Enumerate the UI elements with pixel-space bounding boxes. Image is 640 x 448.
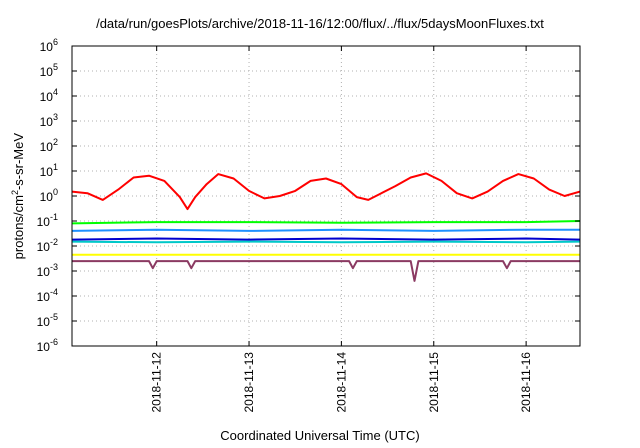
series-line xyxy=(71,172,581,211)
tick-marks xyxy=(72,45,580,347)
x-axis-label: Coordinated Universal Time (UTC) xyxy=(220,428,420,443)
series-line xyxy=(71,240,581,244)
grid-lines xyxy=(72,46,580,346)
y-tick-label: 10-2 xyxy=(36,237,58,254)
series-lines xyxy=(71,172,581,282)
series-line xyxy=(72,260,580,282)
chart-title: /data/run/goesPlots/archive/2018-11-16/1… xyxy=(96,16,544,31)
y-tick-label: 106 xyxy=(39,37,58,54)
y-tick-label: 102 xyxy=(39,137,58,154)
y-tick-label: 100 xyxy=(39,187,58,204)
y-tick-label: 104 xyxy=(39,87,58,104)
series-line xyxy=(71,237,581,241)
x-tick-label: 2018-11-15 xyxy=(427,352,441,413)
y-tick-label: 10-3 xyxy=(36,262,58,279)
x-tick-labels: 2018-11-12 2018-11-13 2018-11-14 2018-11-15… xyxy=(150,352,533,413)
y-tick-label: 10-4 xyxy=(36,287,58,304)
series-line xyxy=(71,228,580,232)
y-tick-label: 103 xyxy=(39,112,58,129)
x-tick-label: 2018-11-16 xyxy=(519,352,533,413)
y-tick-label: 10-6 xyxy=(36,337,58,354)
series-line xyxy=(71,220,581,225)
x-tick-label: 2018-11-14 xyxy=(334,352,348,413)
x-tick-label: 2018-11-12 xyxy=(150,352,164,413)
y-tick-label: 10-5 xyxy=(36,312,58,329)
y-tick-label: 105 xyxy=(39,62,58,79)
y-axis-label: protons/cm2-s-sr-MeV xyxy=(9,132,27,260)
y-tick-label: 10-1 xyxy=(36,212,58,229)
y-tick-label: 101 xyxy=(39,162,58,179)
x-tick-label: 2018-11-13 xyxy=(242,352,256,413)
